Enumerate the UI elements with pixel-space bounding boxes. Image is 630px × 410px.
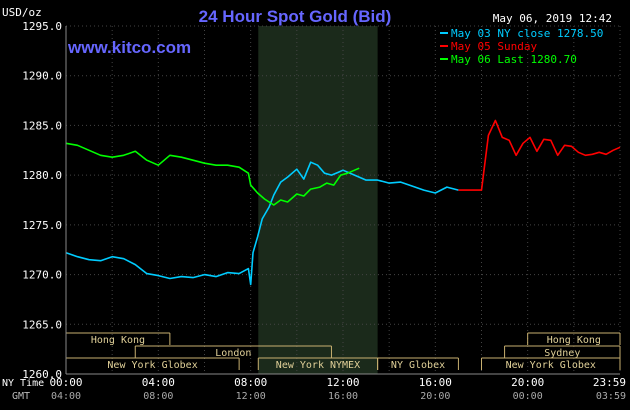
market-session-label: New York NYMEX — [276, 360, 360, 371]
x-tick-label-gmt: 03:59 — [596, 391, 626, 402]
y-tick-label: 1290.0 — [22, 70, 62, 83]
x-tick-label-ny: 08:00 — [234, 376, 267, 389]
y-tick-label: 1275.0 — [22, 219, 62, 232]
x-tick-label-ny: 00:00 — [49, 376, 82, 389]
price-series — [65, 119, 621, 286]
legend-entry-1: May 05 Sunday — [440, 40, 537, 53]
market-session-4: NY Globex — [377, 357, 459, 371]
y-tick-label: 1265.0 — [22, 318, 62, 331]
x-tick-label-gmt: 16:00 — [328, 391, 358, 402]
y-tick-label: 1295.0 — [22, 20, 62, 33]
market-session-label: NY Globex — [391, 360, 445, 371]
plot-area — [66, 26, 620, 374]
ny-time-caption: NY Time — [2, 378, 44, 389]
y-axis-unit-label: USD/oz — [2, 6, 42, 19]
market-session-1: London — [134, 345, 332, 359]
market-session-6: Sydney — [504, 345, 621, 359]
x-tick-label-ny: 04:00 — [142, 376, 175, 389]
legend-label: May 06 Last 1280.70 — [451, 53, 577, 66]
x-tick-label-ny: 23:59 — [593, 376, 626, 389]
market-session-label: Hong Kong — [547, 335, 601, 346]
market-session-label: New York Globex — [506, 360, 596, 371]
market-session-label: London — [215, 348, 251, 359]
chart-header: USD/oz 24 Hour Spot Gold (Bid) May 06, 2… — [2, 6, 612, 57]
legend-label: May 05 Sunday — [451, 40, 537, 53]
x-tick-label-gmt: 12:00 — [236, 391, 266, 402]
x-axis: NY Time GMT 00:00 04:00 08:00 12:00 16:00 20:00… — [2, 376, 626, 402]
legend-entry-0: May 03 NY close 1278.50 — [440, 27, 603, 40]
x-tick-label-gmt: 04:00 — [51, 391, 81, 402]
y-tick-label: 1270.0 — [22, 269, 62, 282]
market-session-label: New York Globex — [107, 360, 197, 371]
legend-entry-2: May 06 Last 1280.70 — [440, 53, 577, 66]
series-line-1 — [458, 119, 621, 191]
y-tick-label: 1280.0 — [22, 169, 62, 182]
series-line-0 — [65, 161, 459, 286]
y-axis: 1295.0 1290.0 1285.0 1280.0 1275.0 1270.0 1265… — [22, 20, 620, 381]
x-tick-label-ny: 16:00 — [419, 376, 452, 389]
legend-label: May 03 NY close 1278.50 — [451, 27, 603, 40]
x-tick-label-ny: 20:00 — [511, 376, 544, 389]
x-tick-label-gmt: 20:00 — [420, 391, 450, 402]
x-tick-label-gmt: 08:00 — [143, 391, 173, 402]
market-session-label: Hong Kong — [91, 335, 145, 346]
y-tick-label: 1260.0 — [22, 368, 62, 381]
market-session-7: New York Globex — [481, 357, 621, 371]
market-session-3: New York NYMEX — [257, 357, 379, 371]
chart-title: 24 Hour Spot Gold (Bid) — [199, 7, 392, 26]
grid-lines — [65, 25, 621, 375]
watermark-link[interactable]: www.kitco.com — [67, 38, 191, 57]
nymex-session-shade — [258, 26, 378, 374]
y-tick-label: 1285.0 — [22, 119, 62, 132]
gmt-caption: GMT — [12, 391, 30, 402]
x-tick-label-gmt: 00:00 — [513, 391, 543, 402]
x-tick-label-ny: 12:00 — [326, 376, 359, 389]
series-line-2 — [65, 142, 360, 206]
timestamp-label: May 06, 2019 12:42 — [493, 12, 612, 25]
market-session-label: Sydney — [544, 348, 580, 359]
market-session-5: Hong Kong — [527, 332, 621, 346]
